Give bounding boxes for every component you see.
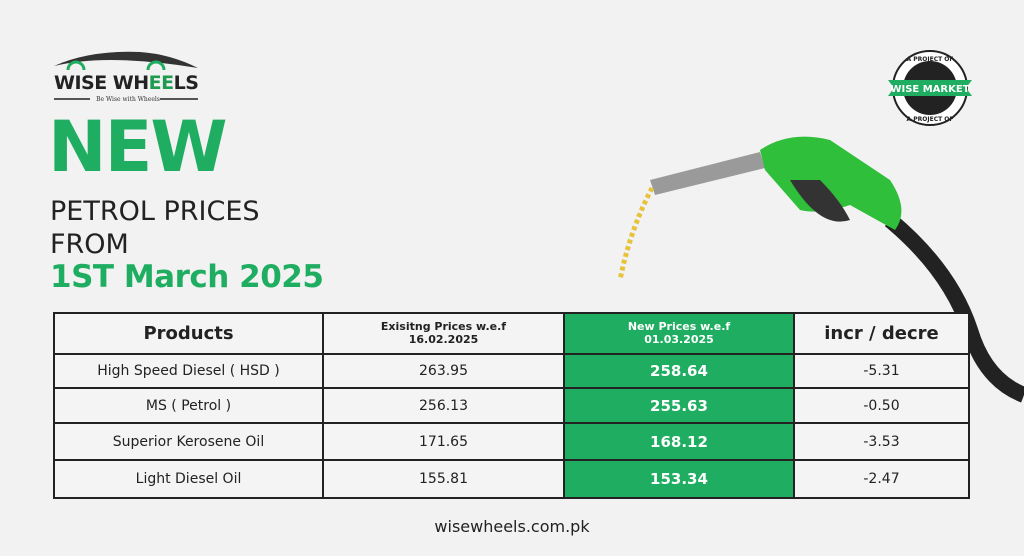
headline-new: NEW bbox=[48, 106, 228, 188]
table-row: High Speed Diesel ( HSD ) 263.95 258.64 -5.… bbox=[53, 353, 970, 389]
table-row: Light Diesel Oil 155.81 153.34 -2.47 bbox=[53, 459, 970, 499]
product-cell: Superior Kerosene Oil bbox=[53, 422, 324, 461]
header-new: New Prices w.e.f 01.03.2025 bbox=[563, 312, 795, 355]
headline-line1: PETROL PRICES bbox=[50, 196, 260, 227]
header-products: Products bbox=[53, 312, 324, 355]
headline-date: 1ST March 2025 bbox=[50, 259, 324, 295]
price-table: Products Exisitng Prices w.e.f 16.02.2025… bbox=[53, 312, 970, 499]
svg-text:A PROJECT OF: A PROJECT OF bbox=[907, 116, 954, 123]
svg-text:WISE MARKET: WISE MARKET bbox=[890, 84, 969, 95]
website-url: wisewheels.com.pk bbox=[434, 517, 590, 536]
brand-name: WISE WHEELS bbox=[54, 72, 199, 94]
existing-cell: 155.81 bbox=[322, 459, 565, 499]
existing-cell: 256.13 bbox=[322, 387, 565, 424]
car-logo-icon bbox=[54, 51, 198, 100]
existing-cell: 263.95 bbox=[322, 353, 565, 389]
header-change: incr / decre bbox=[793, 312, 970, 355]
svg-text:A PROJECT OF: A PROJECT OF bbox=[907, 56, 954, 63]
table-header-row: Products Exisitng Prices w.e.f 16.02.2025… bbox=[53, 312, 970, 355]
headline-line2: FROM bbox=[50, 229, 129, 260]
product-cell: Light Diesel Oil bbox=[53, 459, 324, 499]
fuel-nozzle-icon bbox=[617, 136, 1024, 403]
new-cell: 168.12 bbox=[563, 422, 795, 461]
brand-tagline: Be Wise with Wheels bbox=[96, 96, 160, 103]
table-row: Superior Kerosene Oil 171.65 168.12 -3.53 bbox=[53, 422, 970, 461]
existing-cell: 171.65 bbox=[322, 422, 565, 461]
new-cell: 255.63 bbox=[563, 387, 795, 424]
change-cell: -3.53 bbox=[793, 422, 970, 461]
header-existing: Exisitng Prices w.e.f 16.02.2025 bbox=[322, 312, 565, 355]
wise-market-badge: WISE MARKET A PROJECT OF A PROJECT OF bbox=[888, 50, 972, 126]
product-cell: MS ( Petrol ) bbox=[53, 387, 324, 424]
change-cell: -2.47 bbox=[793, 459, 970, 499]
new-cell: 153.34 bbox=[563, 459, 795, 499]
new-cell: 258.64 bbox=[563, 353, 795, 389]
product-cell: High Speed Diesel ( HSD ) bbox=[53, 353, 324, 389]
change-cell: -5.31 bbox=[793, 353, 970, 389]
table-row: MS ( Petrol ) 256.13 255.63 -0.50 bbox=[53, 387, 970, 424]
change-cell: -0.50 bbox=[793, 387, 970, 424]
